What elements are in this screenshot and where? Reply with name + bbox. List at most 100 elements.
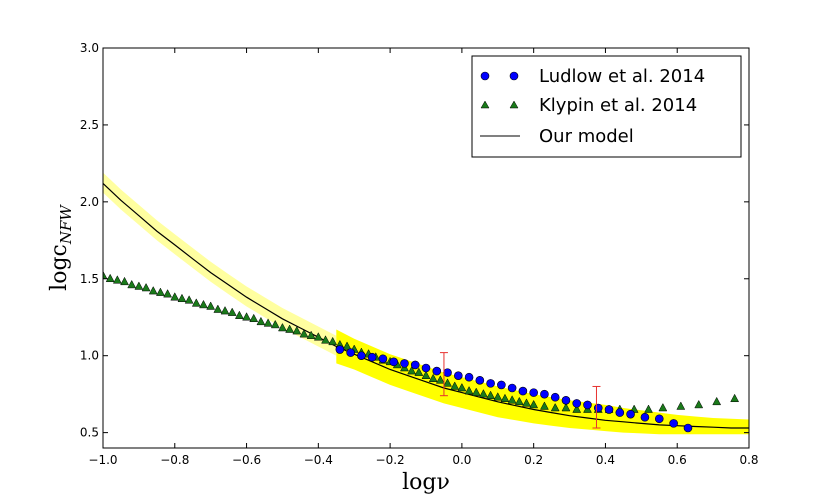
klypin-point (184, 295, 194, 304)
klypin-point (234, 310, 244, 319)
x-tick-label: 0.6 (668, 453, 687, 467)
ludlow-point (346, 348, 355, 357)
ludlow-point (550, 392, 560, 402)
klypin-point (730, 393, 740, 403)
y-tick-label: 2.0 (80, 195, 99, 209)
ludlow-point (443, 368, 452, 377)
y-axis-label-main: logc (47, 244, 72, 291)
ludlow-point (378, 354, 388, 364)
legend-entry-klypin: Klypin et al. 2014 (480, 95, 697, 116)
klypin-point (127, 279, 137, 289)
klypin-point (572, 404, 582, 413)
y-axis-ticks: 0.5 1.0 1.5 2.0 2.5 3.0 (80, 41, 749, 440)
klypin-point (213, 304, 223, 313)
x-tick-label: 0.2 (524, 453, 543, 467)
klypin-point (141, 282, 151, 292)
klypin-point (450, 381, 460, 390)
klypin-point (313, 332, 323, 341)
klypin-point (550, 402, 560, 412)
klypin-point (644, 404, 653, 413)
klypin-point (514, 396, 524, 406)
x-axis-label: logν (402, 470, 450, 495)
klypin-point (227, 307, 237, 316)
klypin-point (120, 276, 129, 286)
klypin-point (220, 306, 230, 315)
klypin-point (292, 326, 302, 335)
klypin-point (156, 287, 165, 296)
klypin-point (163, 289, 173, 298)
klypin-point (529, 399, 539, 409)
legend-entry-ludlow: Ludlow et al. 2014 (480, 66, 705, 87)
ludlow-point (669, 419, 678, 428)
legend-klypin-marker-2 (509, 100, 519, 109)
y-axis-label: logcNFW (47, 204, 75, 291)
x-tick-label: −0.8 (160, 453, 189, 467)
klypin-point (522, 398, 531, 407)
band-light (103, 172, 337, 356)
klypin-point (676, 401, 686, 410)
klypin-point (507, 395, 517, 404)
klypin-point (500, 393, 510, 403)
klypin-point (561, 402, 571, 412)
x-tick-label: −0.2 (376, 453, 405, 467)
klypin-point (278, 322, 287, 332)
ludlow-point (561, 396, 571, 405)
ludlow-point (475, 376, 485, 385)
klypin-point (270, 319, 280, 329)
klypin-point (191, 298, 201, 307)
x-axis-ticks: −1.0 −0.8 −0.6 −0.4 −0.2 0.0 0.2 0.4 0.6 0.8 (88, 48, 759, 467)
ludlow-point (507, 383, 517, 393)
klypin-point (321, 335, 330, 344)
ludlow-point (410, 360, 420, 370)
ludlow-point (683, 423, 693, 433)
legend: Ludlow et al. 2014 Klypin et al. 2014 Ou… (471, 55, 742, 158)
ludlow-point (421, 363, 431, 373)
klypin-point (471, 387, 481, 396)
klypin-point (694, 399, 704, 409)
ludlow-point (583, 400, 592, 410)
klypin-point (199, 299, 208, 309)
klypin-point (148, 286, 158, 295)
y-tick-label: 2.5 (80, 118, 99, 132)
klypin-point (421, 370, 431, 379)
error-bar (439, 352, 448, 397)
ludlow-point (604, 405, 614, 414)
klypin-point (242, 312, 251, 321)
y-axis-label-subscript: NFW (57, 204, 75, 246)
klypin-point (712, 396, 722, 406)
legend-klypin-marker-1 (480, 100, 490, 109)
klypin-point (177, 293, 187, 303)
ludlow-point (593, 403, 603, 413)
legend-klypin-label: Klypin et al. 2014 (539, 95, 697, 116)
band-bright (336, 329, 749, 435)
legend-ludlow-label: Ludlow et al. 2014 (539, 66, 705, 87)
legend-entry-model: Our model (480, 126, 634, 147)
ludlow-point (529, 388, 538, 397)
model-line (103, 182, 749, 429)
ludlow-points (335, 345, 693, 433)
x-tick-label: 0.4 (596, 453, 615, 467)
ludlow-point (432, 366, 442, 376)
error-bar (592, 385, 601, 429)
x-tick-label: 0.8 (739, 453, 758, 467)
klypin-point (493, 392, 503, 401)
error-bars (439, 352, 601, 429)
klypin-point (256, 316, 266, 326)
klypin-point (486, 390, 496, 399)
klypin-point (306, 330, 316, 339)
y-tick-label: 0.5 (80, 426, 99, 440)
klypin-point (342, 341, 352, 350)
klypin-point (285, 324, 295, 333)
klypin-point (428, 373, 438, 383)
klypin-point (134, 281, 144, 290)
y-tick-label: 1.0 (80, 349, 99, 363)
klypin-point (112, 275, 122, 284)
klypin-point (414, 367, 424, 376)
klypin-point (249, 313, 259, 323)
ludlow-point (540, 389, 549, 399)
ludlow-point (626, 409, 635, 419)
y-tick-label: 1.5 (80, 272, 99, 286)
ludlow-point (497, 380, 506, 390)
uncertainty-bands (103, 172, 749, 435)
